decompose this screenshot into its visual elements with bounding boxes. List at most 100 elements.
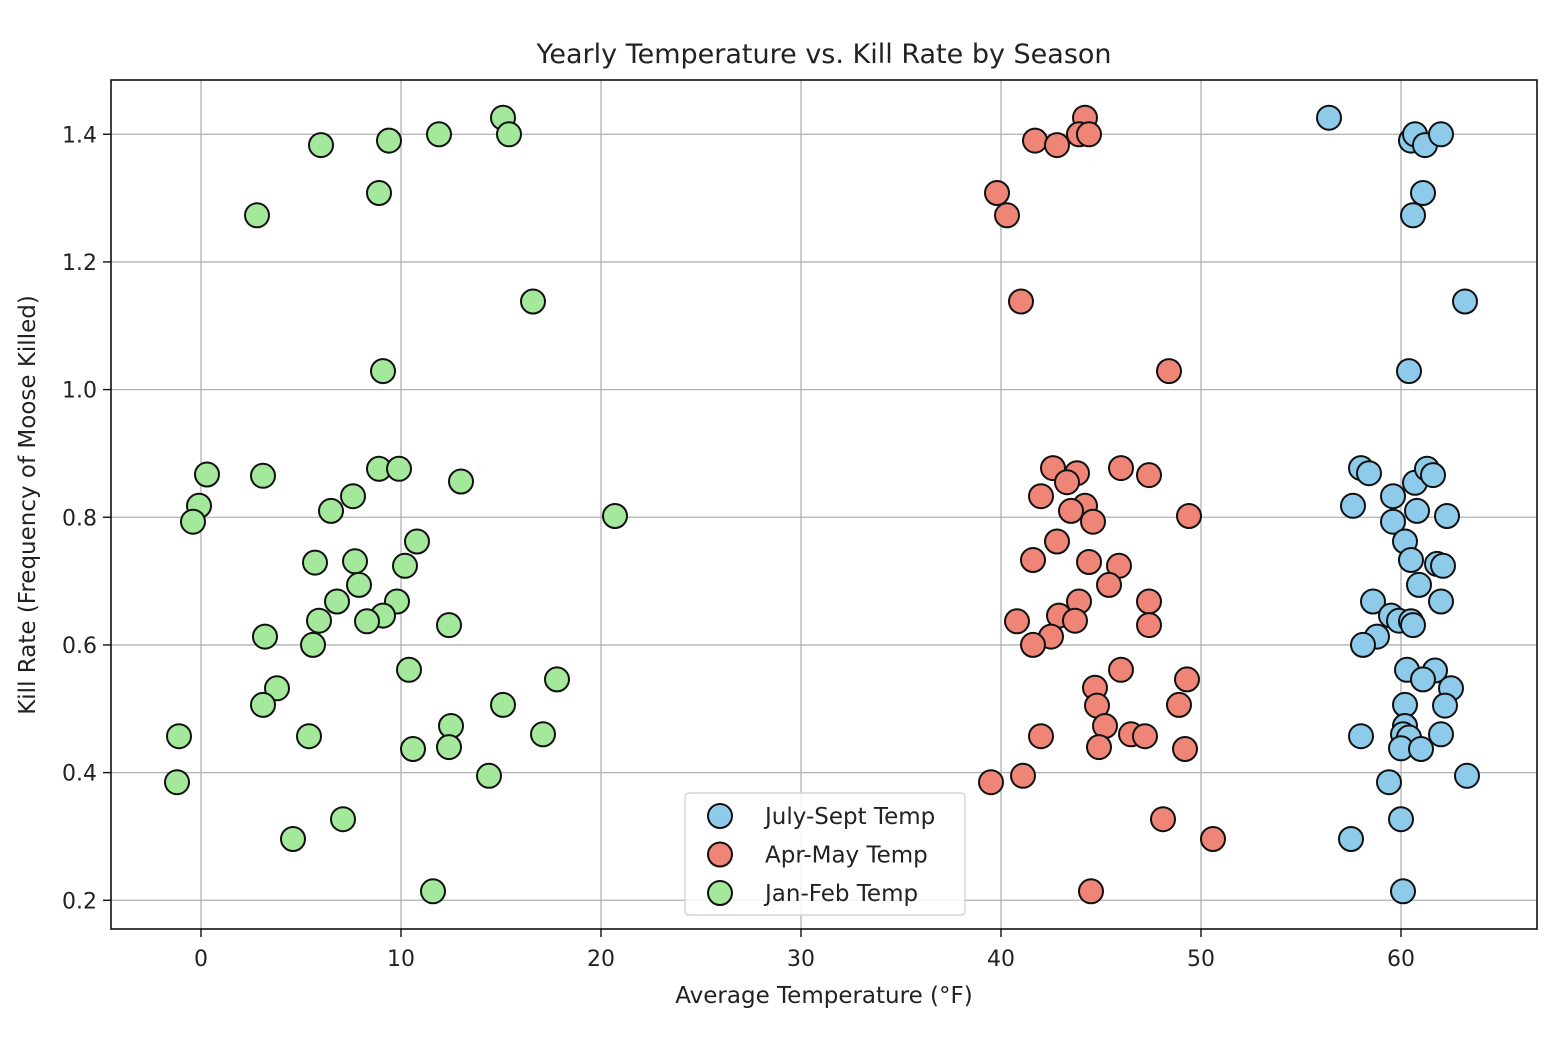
- data-point: [1406, 571, 1432, 598]
- data-point: [1428, 121, 1454, 148]
- data-point: [530, 721, 556, 748]
- data-point: [1316, 104, 1342, 131]
- axis-ticks: 0 10 20 30 40 50 60 0.2 0.4 0.6 0.8 1.0 1.2 1.4: [62, 123, 1415, 972]
- x-tick-label: 20: [587, 947, 615, 972]
- data-point: [342, 548, 368, 575]
- data-point: [250, 691, 276, 718]
- data-point: [1076, 549, 1102, 575]
- grid-lines: [111, 80, 1537, 929]
- data-point: [1166, 691, 1192, 718]
- data-point: [1020, 547, 1046, 573]
- data-point: [166, 723, 192, 750]
- data-point: [280, 826, 306, 852]
- data-point: [1434, 503, 1460, 529]
- legend-label: Apr-May Temp: [765, 843, 928, 869]
- data-point: [1398, 547, 1424, 573]
- data-point: [1388, 806, 1414, 833]
- data-point: [1432, 692, 1458, 719]
- data-point: [1376, 769, 1402, 796]
- y-tick-label: 1.0: [62, 379, 97, 404]
- data-point: [1020, 631, 1046, 658]
- data-point: [1108, 656, 1134, 683]
- data-point: [1136, 612, 1162, 639]
- data-point: [1004, 608, 1030, 635]
- data-point: [1096, 571, 1122, 598]
- data-point: [1174, 666, 1200, 693]
- data-point: [396, 656, 422, 683]
- data-point: [180, 508, 206, 535]
- data-point: [476, 762, 502, 789]
- data-point: [318, 497, 344, 524]
- data-point: [1136, 588, 1162, 615]
- data-point: [1200, 826, 1226, 852]
- legend: July-Sept Temp Apr-May Temp Jan-Feb Temp: [684, 792, 966, 916]
- y-tick-label: 1.4: [62, 123, 97, 148]
- series-2: [164, 104, 628, 905]
- scatter-points: [164, 104, 1480, 905]
- y-tick-label: 1.2: [62, 251, 97, 276]
- x-tick-label: 10: [387, 947, 415, 972]
- data-point: [1008, 288, 1034, 315]
- legend-marker: [707, 880, 733, 906]
- data-point: [324, 588, 350, 615]
- x-tick-label: 40: [987, 947, 1015, 972]
- x-tick-label: 0: [194, 947, 208, 972]
- data-point: [300, 631, 326, 658]
- data-point: [252, 623, 278, 650]
- data-point: [308, 132, 334, 159]
- data-point: [1454, 762, 1480, 789]
- data-point: [366, 180, 392, 206]
- data-point: [1408, 736, 1434, 762]
- data-point: [1150, 806, 1176, 833]
- data-point: [1410, 180, 1436, 206]
- data-point: [244, 202, 270, 229]
- data-point: [436, 612, 462, 639]
- data-point: [1350, 631, 1376, 658]
- data-point: [436, 734, 462, 761]
- data-point: [1348, 723, 1374, 750]
- data-point: [1400, 612, 1426, 639]
- y-tick-label: 0.2: [62, 889, 97, 914]
- y-tick-label: 0.4: [62, 762, 97, 787]
- data-point: [306, 607, 332, 634]
- data-point: [1108, 455, 1134, 482]
- x-tick-label: 30: [787, 947, 815, 972]
- data-point: [1058, 497, 1084, 524]
- data-point: [1172, 736, 1198, 762]
- data-point: [370, 358, 396, 385]
- series-1: [978, 104, 1226, 905]
- y-axis-label: Kill Rate (Frequency of Moose Killed): [15, 295, 41, 715]
- legend-label: Jan-Feb Temp: [763, 881, 918, 907]
- data-point: [1078, 878, 1104, 905]
- data-point: [1420, 462, 1446, 489]
- data-point: [602, 503, 628, 529]
- data-point: [1452, 288, 1478, 315]
- series-0: [1316, 104, 1480, 905]
- data-point: [1396, 358, 1422, 385]
- data-point: [1400, 202, 1426, 229]
- y-tick-label: 0.6: [62, 634, 97, 659]
- data-point: [1062, 607, 1088, 634]
- data-point: [1390, 878, 1416, 905]
- data-point: [1044, 528, 1070, 555]
- data-point: [354, 608, 380, 635]
- data-point: [1338, 826, 1364, 852]
- data-point: [400, 736, 426, 762]
- data-point: [164, 769, 190, 796]
- data-point: [264, 675, 290, 702]
- legend-label: July-Sept Temp: [763, 804, 935, 830]
- legend-box: [684, 792, 966, 916]
- data-point: [448, 468, 474, 495]
- data-point: [1076, 121, 1102, 148]
- data-point: [1176, 503, 1202, 529]
- data-point: [386, 455, 412, 482]
- data-point: [194, 461, 220, 488]
- data-point: [1136, 462, 1162, 489]
- data-point: [496, 121, 522, 148]
- chart-title: Yearly Temperature vs. Kill Rate by Seas…: [535, 39, 1111, 70]
- data-point: [1054, 469, 1080, 496]
- x-axis-label: Average Temperature (°F): [675, 983, 972, 1009]
- data-point: [330, 806, 356, 833]
- data-point: [1022, 127, 1048, 154]
